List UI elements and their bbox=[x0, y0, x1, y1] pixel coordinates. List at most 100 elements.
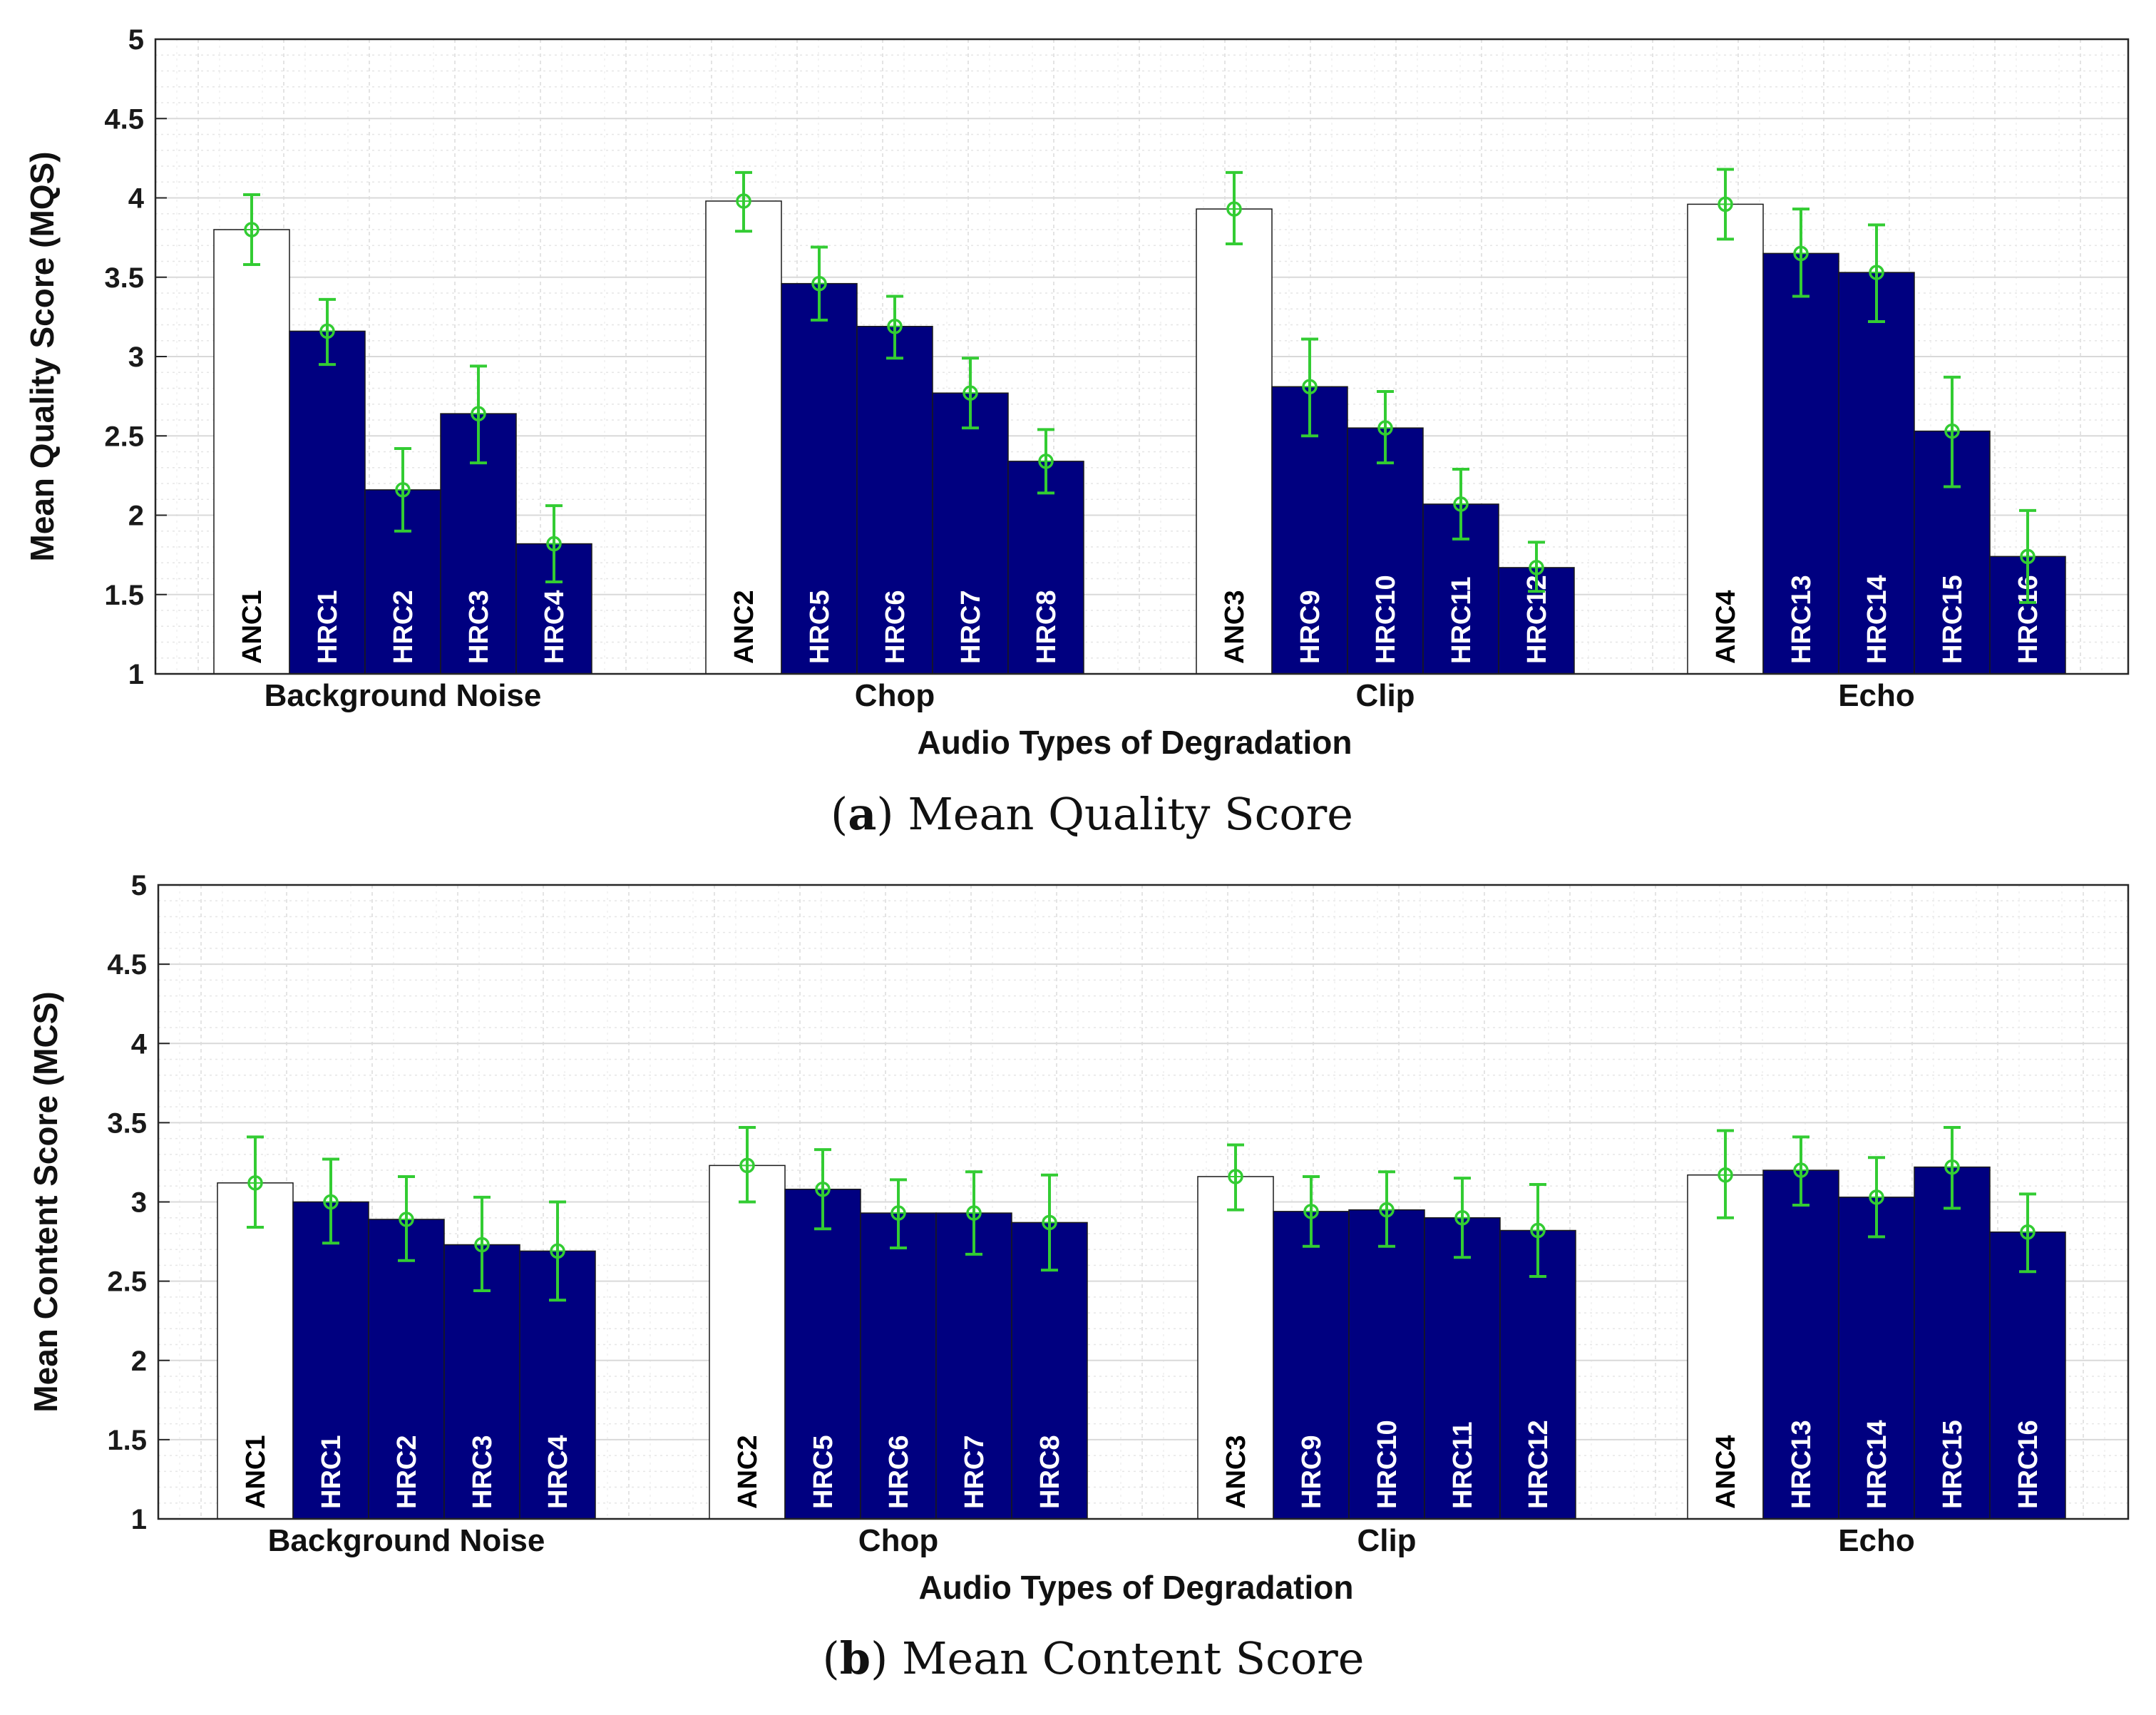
bar-label: HRC5 bbox=[805, 590, 835, 664]
bar-label: ANC2 bbox=[733, 1435, 763, 1509]
hrc-bar bbox=[1499, 1229, 1576, 1520]
bar-label: HRC10 bbox=[1371, 575, 1401, 664]
y-tick-label: 4 bbox=[128, 183, 145, 215]
caption-paren-close: ) bbox=[871, 1632, 888, 1684]
bar-label: HRC13 bbox=[1787, 575, 1817, 664]
bar-group-chop: ANC2 HRC5 HRC6 HRC7 HRC8 bbox=[709, 1126, 1088, 1520]
bar-label: HRC11 bbox=[1447, 577, 1477, 665]
y-tick-label: 2.5 bbox=[107, 1266, 147, 1298]
bar-group-clip: ANC3 HRC9 HRC10 HRC11 HRC12 bbox=[1197, 1143, 1576, 1520]
x-group-label: Clip bbox=[1357, 1523, 1416, 1558]
caption-letter: b bbox=[840, 1632, 871, 1684]
hrc-bar bbox=[1838, 272, 1915, 675]
figure-caption: (a) Mean Quality Score bbox=[831, 788, 1353, 840]
bar-label: HRC12 bbox=[1524, 1420, 1554, 1509]
anchor-bar bbox=[1197, 1176, 1274, 1520]
anchor-bar bbox=[709, 1164, 786, 1520]
bar-label: ANC3 bbox=[1221, 1435, 1251, 1509]
bar-label: HRC4 bbox=[543, 1435, 573, 1509]
caption-letter: a bbox=[848, 788, 876, 840]
x-axis-label: Audio Types of Degradation bbox=[918, 724, 1352, 761]
y-tick-label: 2.5 bbox=[104, 421, 144, 452]
y-tick-label: 4.5 bbox=[104, 103, 144, 135]
caption-text: Mean Content Score bbox=[888, 1632, 1364, 1684]
y-tick-label: 5 bbox=[131, 870, 147, 901]
bar-label: HRC1 bbox=[313, 590, 343, 664]
y-tick-label: 1.5 bbox=[104, 580, 144, 611]
x-group-label: Background Noise bbox=[265, 678, 542, 713]
y-tick-label: 3.5 bbox=[104, 262, 144, 294]
caption-paren-close: ) bbox=[876, 788, 893, 840]
hrc-bar bbox=[368, 1219, 445, 1520]
y-tick-label: 4.5 bbox=[107, 949, 147, 981]
anchor-bar bbox=[1687, 1174, 1764, 1520]
caption-paren-open: ( bbox=[823, 1632, 840, 1684]
hrc-bar bbox=[932, 392, 1009, 675]
anchor-bar bbox=[217, 1182, 294, 1520]
x-group-label: Chop bbox=[858, 1523, 938, 1558]
bar-label: ANC4 bbox=[1711, 1435, 1741, 1509]
bar-group-echo: ANC4 HRC13 HRC14 HRC15 HRC16 bbox=[1687, 1126, 2066, 1520]
bar-label: HRC2 bbox=[392, 1435, 422, 1509]
bar-group-chop: ANC2 HRC5 HRC6 HRC7 HRC8 bbox=[705, 170, 1084, 675]
y-tick-label: 2 bbox=[131, 1346, 147, 1377]
bar-label: HRC14 bbox=[1862, 1420, 1892, 1509]
bar-label: ANC2 bbox=[729, 590, 759, 664]
bar-label: HRC3 bbox=[464, 590, 494, 664]
bar-label: HRC2 bbox=[389, 590, 419, 664]
x-group-label: Chop bbox=[855, 678, 935, 713]
chart-panel-2: 1 1.5 2 2.5 3 3.5 4 4.5 5 ANC1 HRC1 HRC2 HRC3 HRC4 Bac… bbox=[27, 870, 2130, 1684]
y-tick-label: 3 bbox=[131, 1187, 147, 1219]
bar-label: ANC3 bbox=[1220, 590, 1250, 664]
y-tick-label: 3 bbox=[128, 342, 144, 373]
bar-label: HRC13 bbox=[1787, 1420, 1817, 1509]
axes-frame bbox=[154, 38, 2130, 675]
y-tick-label: 3.5 bbox=[107, 1107, 147, 1139]
bar-label: HRC11 bbox=[1448, 1422, 1478, 1510]
y-tick-label: 2 bbox=[128, 501, 144, 532]
x-group-label: Echo bbox=[1838, 678, 1915, 713]
hrc-bar bbox=[935, 1212, 1012, 1520]
figure-caption: (b) Mean Content Score bbox=[823, 1632, 1365, 1684]
x-group-label: Echo bbox=[1838, 1523, 1915, 1558]
bar-label: HRC15 bbox=[1938, 1420, 1968, 1509]
bar-label: HRC7 bbox=[960, 1435, 990, 1509]
hrc-bar bbox=[1762, 1169, 1839, 1520]
bar-label: HRC14 bbox=[1862, 575, 1892, 664]
y-axis-label: Mean Quality Score (MQS) bbox=[24, 151, 61, 561]
x-group-label: Clip bbox=[1355, 678, 1415, 713]
caption-paren-open: ( bbox=[831, 788, 848, 840]
bar-label: HRC1 bbox=[317, 1435, 346, 1509]
hrc-bar bbox=[1347, 427, 1424, 675]
hrc-bar bbox=[781, 282, 858, 675]
caption-text: Mean Quality Score bbox=[894, 788, 1353, 840]
hrc-bar bbox=[1011, 1222, 1088, 1520]
axes-frame bbox=[157, 884, 2130, 1520]
y-tick-label: 4 bbox=[131, 1028, 148, 1060]
bar-label: HRC9 bbox=[1297, 1435, 1327, 1509]
anchor-bar bbox=[213, 229, 290, 675]
anchor-bar bbox=[1196, 208, 1273, 675]
y-tick-label: 5 bbox=[128, 24, 144, 56]
bar-label: HRC3 bbox=[468, 1435, 498, 1509]
anchor-bar bbox=[1687, 203, 1764, 675]
hrc-bar bbox=[292, 1201, 369, 1520]
x-axis-label: Audio Types of Degradation bbox=[919, 1569, 1354, 1606]
bar-label: ANC4 bbox=[1711, 590, 1741, 664]
y-tick-label: 1 bbox=[131, 1504, 147, 1535]
hrc-bar bbox=[289, 330, 366, 675]
bar-group-clip: ANC3 HRC9 HRC10 HRC11 HRC12 bbox=[1196, 170, 1575, 675]
bar-group-echo: ANC4 HRC13 HRC14 HRC15 HRC16 bbox=[1687, 168, 2066, 675]
bar-label: HRC16 bbox=[2013, 1420, 2043, 1509]
bar-group-background-noise: ANC1 HRC1 HRC2 HRC3 HRC4 bbox=[217, 1135, 596, 1520]
hrc-bar bbox=[1762, 252, 1839, 675]
hrc-bar bbox=[1348, 1209, 1425, 1520]
hrc-bar bbox=[784, 1188, 861, 1520]
bar-label: HRC6 bbox=[881, 590, 910, 664]
bar-label: HRC8 bbox=[1035, 1435, 1065, 1509]
bar-label: ANC1 bbox=[241, 1435, 271, 1509]
bar-label: HRC8 bbox=[1032, 590, 1062, 664]
bar-label: HRC4 bbox=[540, 590, 570, 664]
y-tick-label: 1.5 bbox=[107, 1425, 147, 1456]
